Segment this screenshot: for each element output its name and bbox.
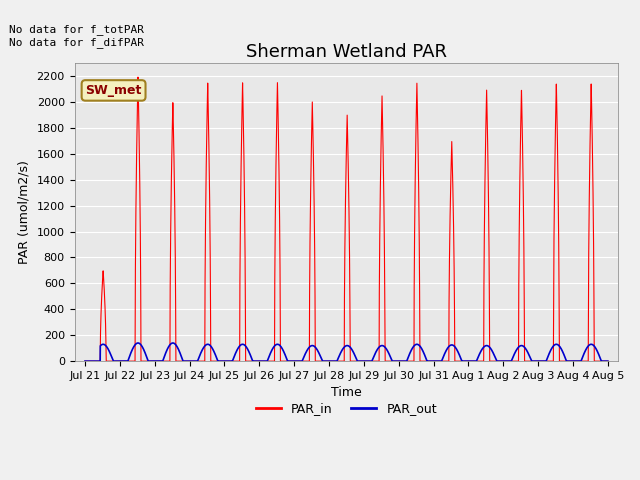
Legend: PAR_in, PAR_out: PAR_in, PAR_out xyxy=(251,397,442,420)
X-axis label: Time: Time xyxy=(331,386,362,399)
Title: Sherman Wetland PAR: Sherman Wetland PAR xyxy=(246,44,447,61)
Text: SW_met: SW_met xyxy=(85,84,142,97)
Text: No data for f_totPAR
No data for f_difPAR: No data for f_totPAR No data for f_difPA… xyxy=(9,24,144,48)
Y-axis label: PAR (umol/m2/s): PAR (umol/m2/s) xyxy=(18,160,31,264)
